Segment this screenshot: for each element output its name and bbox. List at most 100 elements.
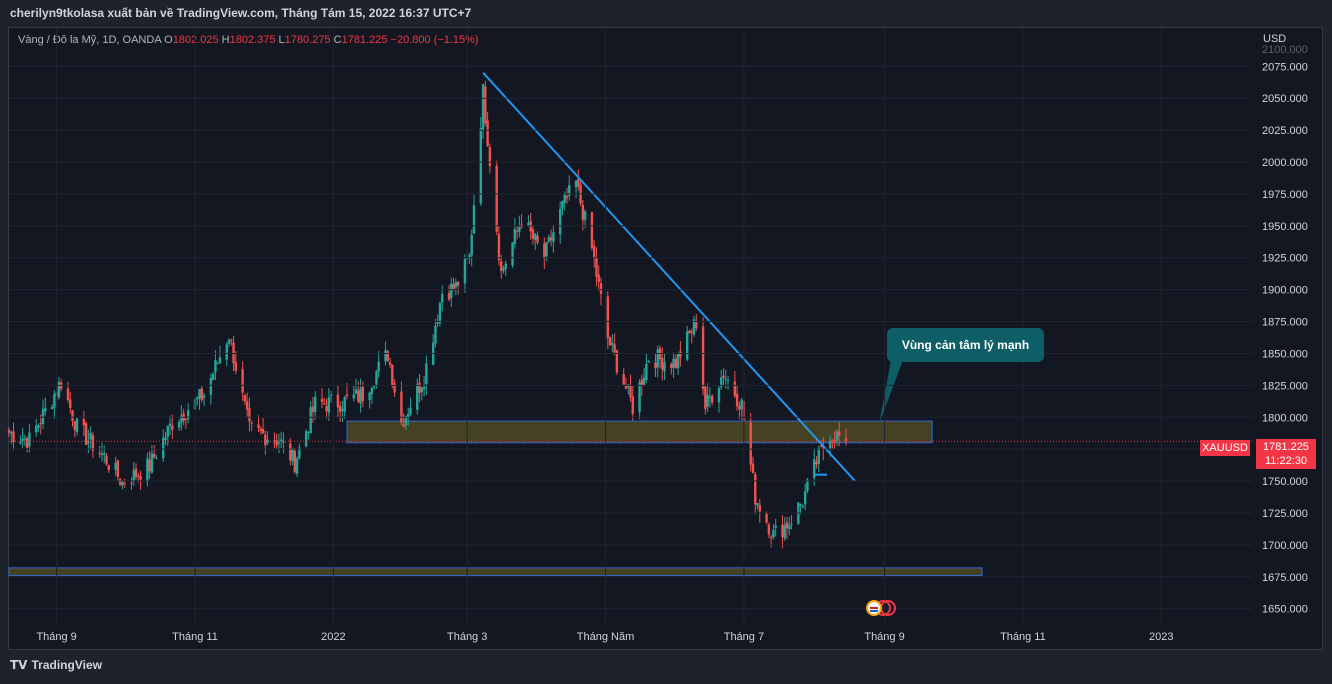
- candle: [690, 328, 693, 344]
- candle: [831, 439, 834, 449]
- candle-body: [273, 440, 276, 442]
- candle-body: [738, 405, 741, 410]
- candle: [186, 403, 190, 424]
- candle-body: [647, 361, 650, 363]
- candle-body: [107, 465, 111, 470]
- candle-body: [282, 441, 285, 443]
- candle-body: [817, 447, 820, 464]
- candle-body: [100, 453, 104, 455]
- candle-body: [139, 476, 142, 480]
- y-tick-label: 1825.000: [1262, 380, 1308, 392]
- candle: [277, 433, 281, 454]
- candle: [152, 445, 156, 459]
- candles-layer: [7, 81, 848, 549]
- candle: [41, 399, 45, 429]
- candle-body: [790, 523, 793, 525]
- candle: [216, 362, 219, 365]
- candle-body: [121, 481, 124, 486]
- candle-body: [463, 258, 467, 284]
- candle-body: [456, 282, 460, 286]
- candle-body: [352, 394, 355, 399]
- candle-body: [75, 418, 79, 433]
- candle: [647, 359, 650, 363]
- close-label: C: [333, 34, 342, 46]
- candle: [227, 338, 231, 347]
- symbol-legend: Vàng / Đô la Mỹ, 1D, OANDA O1802.025 H18…: [18, 34, 479, 46]
- candle: [624, 377, 628, 390]
- us-flag-event-icon[interactable]: [866, 600, 882, 616]
- y-tick-label: 1950.000: [1262, 221, 1308, 233]
- candle-body: [434, 325, 437, 344]
- candle-body: [354, 389, 358, 394]
- candle-body: [152, 453, 156, 458]
- tradingview-footer[interactable]: 𝗧𝗩 TradingView: [10, 658, 102, 672]
- candle-body: [116, 460, 120, 478]
- candle: [704, 385, 707, 415]
- candle-body: [89, 432, 92, 440]
- y-tick-label: 1675.000: [1262, 572, 1308, 584]
- candle: [431, 334, 435, 366]
- candle-body: [275, 439, 278, 446]
- candle: [150, 445, 154, 474]
- candle: [39, 414, 42, 435]
- candle: [393, 379, 396, 398]
- candle: [75, 417, 79, 436]
- candle: [114, 456, 117, 477]
- candle-body: [801, 505, 805, 507]
- candle-body: [404, 416, 408, 425]
- candle: [291, 447, 294, 466]
- symbol-name[interactable]: Vàng / Đô la Mỹ, 1D, OANDA: [18, 34, 162, 46]
- candle: [304, 429, 308, 448]
- candle-body: [726, 380, 730, 382]
- candle-body: [23, 438, 27, 440]
- candle-body: [304, 431, 308, 447]
- candle: [672, 352, 675, 379]
- candle-body: [765, 512, 768, 523]
- y-tick-label: 1650.000: [1262, 604, 1308, 616]
- candle: [456, 280, 460, 295]
- candle-body: [692, 319, 696, 335]
- candle-body: [622, 374, 625, 385]
- candle-body: [758, 504, 761, 512]
- candle-body: [497, 234, 501, 260]
- candle-body: [706, 394, 709, 407]
- callout-box[interactable]: Vùng cản tâm lý mạnh: [887, 328, 1044, 362]
- candle-body: [391, 364, 394, 386]
- candle-body: [225, 344, 228, 360]
- candle-body: [361, 386, 365, 402]
- candle-body: [243, 395, 247, 402]
- tradingview-logo-icon: 𝗧𝗩: [10, 658, 28, 672]
- candle: [98, 445, 101, 458]
- chart-frame[interactable]: [8, 27, 1323, 650]
- candle-body: [513, 229, 517, 244]
- candle-body: [701, 326, 705, 389]
- candle-body: [82, 418, 86, 426]
- candle-body: [184, 419, 188, 421]
- candle-body: [695, 321, 698, 329]
- candle: [116, 459, 120, 482]
- candle-body: [37, 425, 40, 428]
- candle: [495, 160, 498, 235]
- candle-body: [39, 423, 42, 425]
- candle-body: [837, 431, 841, 436]
- candle-body: [69, 399, 72, 409]
- candle: [504, 260, 507, 277]
- candle-body: [393, 383, 396, 393]
- candle: [613, 333, 616, 356]
- candle-body: [545, 241, 548, 257]
- candle-body: [211, 373, 215, 381]
- y-tick-label: 2025.000: [1262, 125, 1308, 137]
- candle-body: [309, 407, 312, 433]
- candle-body: [511, 242, 514, 266]
- candle-body: [645, 363, 648, 381]
- y-tick-label: 1850.000: [1262, 348, 1308, 360]
- candle: [184, 417, 188, 429]
- candle: [726, 375, 730, 390]
- candle-body: [314, 396, 317, 413]
- last-price-tag: 1781.225 11:22:30: [1256, 439, 1316, 469]
- candle: [611, 334, 614, 353]
- candle-body: [134, 468, 138, 478]
- candle: [463, 254, 467, 293]
- candle: [164, 431, 167, 446]
